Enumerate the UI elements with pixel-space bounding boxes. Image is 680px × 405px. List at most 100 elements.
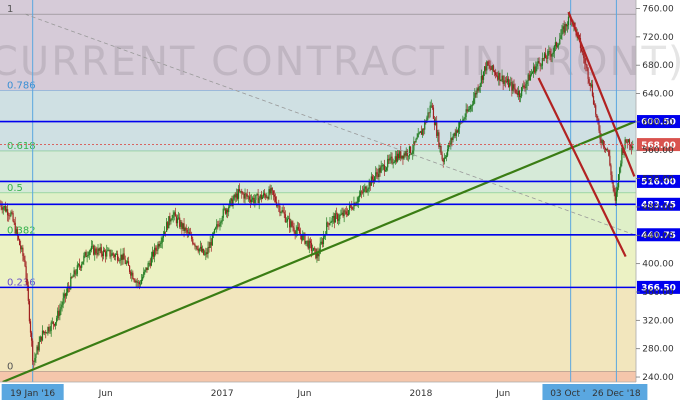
- candle-body: [379, 168, 381, 173]
- candle-body: [330, 222, 332, 223]
- candle-body: [477, 88, 479, 91]
- candle-body: [123, 253, 125, 260]
- candle-body: [195, 246, 197, 247]
- candle-body: [404, 153, 406, 156]
- candle-body: [411, 153, 413, 155]
- candle-body: [209, 242, 211, 248]
- candle-body: [178, 217, 180, 219]
- level-label-box: [637, 280, 680, 294]
- candle-body: [46, 333, 48, 334]
- candle-body: [58, 310, 60, 316]
- candle-body: [99, 247, 101, 251]
- candle-body: [163, 231, 166, 236]
- candle-body: [37, 346, 39, 351]
- candle-body: [253, 197, 255, 203]
- candle-body: [75, 273, 77, 275]
- candle-body: [132, 272, 134, 279]
- candle-body: [156, 250, 158, 251]
- x-tick-label: 2017: [211, 389, 234, 399]
- candle-body: [180, 222, 182, 227]
- candle-body: [322, 236, 325, 245]
- candle-body: [44, 331, 46, 333]
- candle-body: [320, 241, 322, 244]
- x-tick-highlight: [585, 384, 648, 400]
- candle-body: [502, 75, 504, 84]
- candle-body: [574, 22, 576, 28]
- candle-body: [528, 74, 530, 81]
- x-tick-label: 19 Jan '16: [10, 389, 55, 399]
- candle-body: [473, 98, 475, 105]
- candle-body: [278, 205, 280, 207]
- candle-body: [534, 66, 536, 73]
- candle-body: [423, 129, 425, 130]
- candle-body: [631, 146, 633, 149]
- candle-body: [352, 208, 354, 210]
- candle-body: [155, 247, 157, 251]
- candle-body: [192, 239, 194, 244]
- candle-body: [566, 25, 568, 27]
- candle-body: [524, 87, 526, 89]
- x-tick-label: Jun: [296, 389, 311, 399]
- candle-body: [110, 255, 112, 257]
- candle-body: [125, 262, 127, 264]
- candle-body: [238, 189, 241, 192]
- candle-body: [196, 246, 198, 250]
- candle-body: [448, 143, 450, 150]
- candle-body: [127, 261, 130, 266]
- x-tick-highlight: [1, 384, 64, 400]
- candle-body: [597, 117, 599, 122]
- candle-body: [261, 196, 264, 199]
- candle-body: [289, 218, 291, 228]
- candle-body: [519, 96, 522, 98]
- candle-body: [14, 222, 16, 234]
- candle-body: [45, 331, 47, 334]
- candle-body: [611, 175, 613, 181]
- y-tick-label: 320.00: [642, 316, 674, 326]
- candle-body: [413, 141, 415, 151]
- candle-body: [131, 272, 133, 276]
- candle-body: [480, 75, 482, 84]
- candle-body: [2, 207, 4, 210]
- candle-body: [101, 253, 103, 257]
- candle-body: [374, 176, 376, 181]
- y-tick-label: 400.00: [642, 260, 674, 270]
- x-tick-label: 2018: [409, 389, 432, 399]
- candle-body: [458, 122, 461, 128]
- candle-body: [161, 237, 163, 243]
- candle-body: [47, 327, 49, 334]
- candle-body: [244, 193, 246, 199]
- candle-body: [252, 197, 254, 200]
- candle-body: [513, 84, 515, 89]
- candle-body: [91, 245, 94, 247]
- candle-body: [381, 165, 383, 167]
- candle-body: [507, 78, 510, 88]
- candle-body: [248, 196, 250, 200]
- y-tick-label: 680.00: [642, 61, 674, 71]
- candle-body: [525, 84, 527, 89]
- candle-body: [54, 322, 57, 326]
- candle-body: [56, 318, 58, 323]
- candle-body: [270, 187, 272, 194]
- candle-body: [187, 232, 190, 233]
- candle-body: [382, 164, 384, 166]
- candle-body: [89, 249, 91, 252]
- candle-body: [254, 199, 256, 203]
- candle-body: [522, 85, 524, 88]
- candle-body: [124, 259, 126, 264]
- candle-body: [149, 263, 151, 266]
- x-tick-label: 26 Dec '18: [592, 389, 641, 399]
- candle-body: [94, 248, 96, 255]
- candle-body: [194, 244, 196, 247]
- candle-body: [620, 163, 622, 168]
- candle-body: [138, 282, 140, 285]
- candle-body: [453, 133, 455, 137]
- candle-body: [267, 197, 269, 199]
- candle-body: [204, 254, 206, 256]
- fib-zone: [0, 150, 636, 193]
- fib-level-label: 0.236: [7, 278, 36, 289]
- candle-body: [216, 224, 218, 228]
- candle-body: [467, 109, 469, 112]
- candle-body: [159, 244, 161, 247]
- candle-body: [281, 210, 283, 213]
- candle-body: [541, 58, 543, 66]
